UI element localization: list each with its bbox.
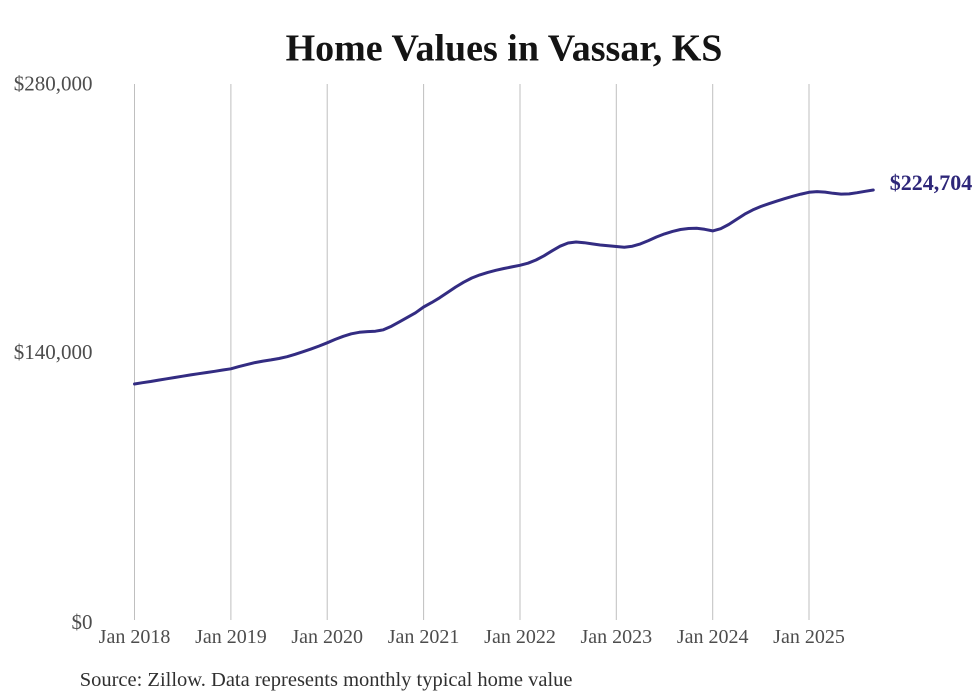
svg-text:$140,000: $140,000 — [14, 340, 93, 364]
svg-text:Jan 2021: Jan 2021 — [388, 626, 460, 648]
svg-text:Jan 2019: Jan 2019 — [195, 626, 267, 648]
svg-text:Jan 2020: Jan 2020 — [291, 626, 363, 648]
svg-text:$0: $0 — [72, 610, 93, 634]
svg-text:Jan 2022: Jan 2022 — [484, 626, 556, 648]
svg-text:$280,000: $280,000 — [14, 72, 93, 96]
svg-text:Jan 2024: Jan 2024 — [677, 626, 749, 648]
svg-text:$224,704: $224,704 — [890, 170, 973, 195]
svg-text:Jan 2025: Jan 2025 — [773, 626, 845, 648]
svg-text:Source: Zillow. Data represent: Source: Zillow. Data represents monthly … — [80, 669, 573, 691]
svg-text:Jan 2018: Jan 2018 — [99, 626, 171, 648]
svg-text:Home Values in Vassar, KS: Home Values in Vassar, KS — [286, 28, 723, 70]
svg-text:Jan 2023: Jan 2023 — [580, 626, 652, 648]
